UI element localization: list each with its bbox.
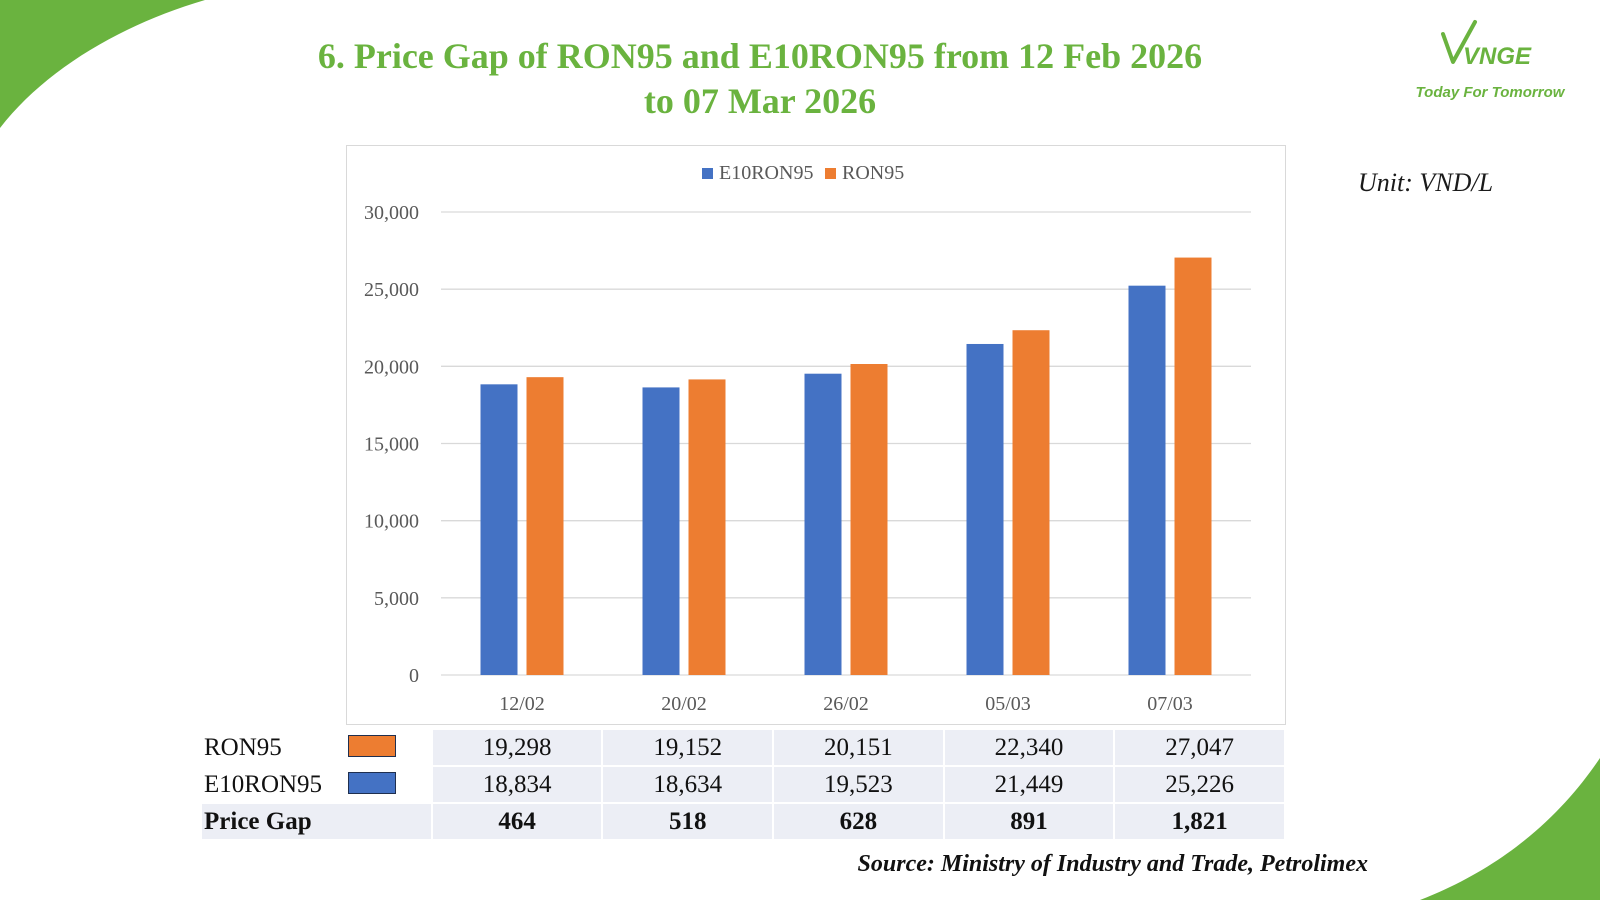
bar-ron95-05-03 xyxy=(1012,330,1050,675)
table-row-label: RON95 xyxy=(200,728,433,767)
table-cell: 20,151 xyxy=(772,728,945,767)
legend-label-e10ron95: E10RON95 xyxy=(719,162,813,184)
table-row: Price Gap 464 518 628 891 1,821 xyxy=(200,802,1286,841)
table-cell: 21,449 xyxy=(942,765,1116,804)
logo-tagline: Today For Tomorrow xyxy=(1415,84,1565,101)
source-note: Source: Ministry of Industry and Trade, … xyxy=(857,851,1368,877)
legend-swatch-ron95 xyxy=(825,168,836,179)
bar-ron95-07-03 xyxy=(1174,257,1212,675)
table-row-label-text: Price Gap xyxy=(204,807,312,835)
table-row-label: E10RON95 xyxy=(200,765,433,804)
table-cell: 19,152 xyxy=(601,728,775,767)
legend-key-swatch xyxy=(348,772,396,794)
table-row: RON95 19,298 19,152 20,151 22,340 27,047 xyxy=(200,728,1286,767)
table-cell: 25,226 xyxy=(1113,765,1286,804)
table-cell: 27,047 xyxy=(1113,728,1286,767)
table-cell: 18,834 xyxy=(430,765,604,804)
table-row-label-text: RON95 xyxy=(204,733,282,761)
table-cell: 1,821 xyxy=(1113,802,1286,841)
bar-ron95-12-02 xyxy=(526,377,564,675)
bar-e10ron95-12-02 xyxy=(480,384,518,675)
slide-title-line-1: 6. Price Gap of RON95 and E10RON95 from … xyxy=(317,36,1203,76)
table-cell: 18,634 xyxy=(601,765,775,804)
x-tick-label: 05/03 xyxy=(985,693,1031,715)
table-cell: 518 xyxy=(601,802,775,841)
table-cell: 19,298 xyxy=(430,728,604,767)
unit-label: Unit: VND/L xyxy=(1358,168,1494,197)
x-axis-tick-labels: 12/02 20/02 26/02 05/03 07/03 xyxy=(499,693,1193,715)
legend-swatch-e10ron95 xyxy=(702,168,713,179)
corner-decoration-top-left xyxy=(0,0,205,128)
y-tick-label: 15,000 xyxy=(364,434,419,456)
brand-logo: VNGE Today For Tomorrow xyxy=(1405,18,1575,108)
legend-key-swatch xyxy=(348,735,396,757)
x-tick-label: 12/02 xyxy=(499,693,545,715)
bar-e10ron95-26-02 xyxy=(804,373,842,675)
data-table: RON95 19,298 19,152 20,151 22,340 27,047 E10RO… xyxy=(200,728,1286,841)
vnge-logo-icon: VNGE xyxy=(1441,20,1532,70)
x-tick-label: 26/02 xyxy=(823,693,869,715)
table-cell: 628 xyxy=(772,802,945,841)
bar-ron95-20-02 xyxy=(688,379,726,675)
table-cell: 19,523 xyxy=(772,765,945,804)
logo-brand-text: VNGE xyxy=(1463,43,1532,70)
y-tick-label: 30,000 xyxy=(364,202,419,224)
table-row-label-text: E10RON95 xyxy=(204,770,323,798)
slide-title: 6. Price Gap of RON95 and E10RON95 from … xyxy=(250,34,1270,124)
table-row-label: Price Gap xyxy=(200,802,433,841)
y-tick-label: 5,000 xyxy=(374,588,419,610)
chart-bars xyxy=(480,257,1212,675)
slide-title-line-2: to 07 Mar 2026 xyxy=(643,81,877,121)
bar-e10ron95-07-03 xyxy=(1128,285,1166,675)
x-tick-label: 20/02 xyxy=(661,693,707,715)
table-cell: 22,340 xyxy=(942,728,1116,767)
corner-decoration-bottom-right xyxy=(1420,758,1600,900)
table-cell: 891 xyxy=(942,802,1116,841)
y-tick-label: 20,000 xyxy=(364,356,419,378)
bar-e10ron95-05-03 xyxy=(966,343,1004,675)
chart-gridlines xyxy=(441,211,1251,676)
x-tick-label: 07/03 xyxy=(1147,693,1193,715)
bar-ron95-26-02 xyxy=(850,364,888,675)
legend-label-ron95: RON95 xyxy=(842,162,904,184)
bar-e10ron95-20-02 xyxy=(642,387,680,675)
y-tick-label: 10,000 xyxy=(364,511,419,533)
y-tick-label: 25,000 xyxy=(364,279,419,301)
y-tick-label: 0 xyxy=(409,665,419,687)
y-axis-tick-labels: 0 5,000 10,000 15,000 20,000 25,000 30,000 xyxy=(364,202,419,687)
table-row: E10RON95 18,834 18,634 19,523 21,449 25,226 xyxy=(200,765,1286,804)
table-cell: 464 xyxy=(430,802,604,841)
chart-legend: E10RON95 RON95 xyxy=(702,162,904,184)
bar-chart: 0 5,000 10,000 15,000 20,000 25,000 30,000 12/… xyxy=(364,162,1251,715)
